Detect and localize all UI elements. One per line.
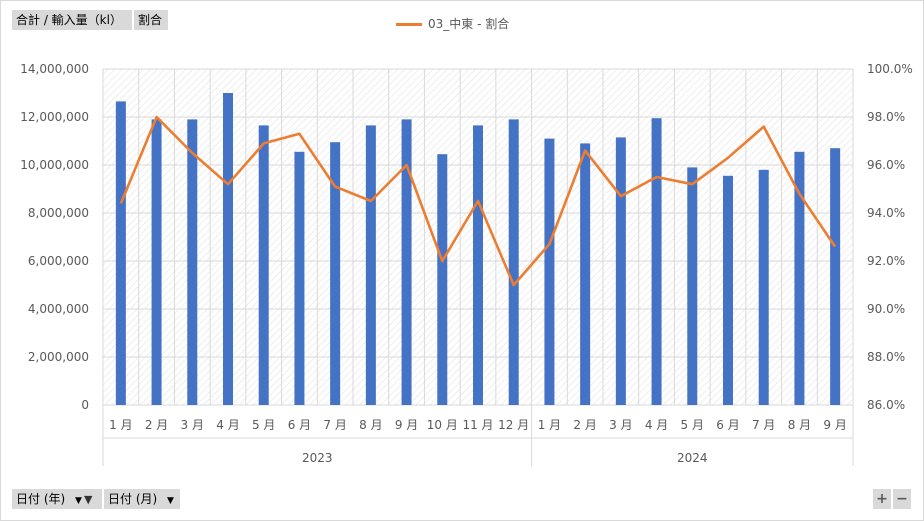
- collapse-field-button[interactable]: −: [893, 489, 911, 509]
- category-tick-label: 9 月: [395, 418, 418, 432]
- bar: [544, 138, 555, 405]
- category-tick-label: 12 月: [498, 418, 529, 432]
- group-label: 2024: [677, 451, 708, 465]
- bar: [615, 137, 626, 405]
- left-axis-tick-label: 12,000,000: [20, 110, 89, 124]
- axis-field-month-button[interactable]: 日付 (月) ▼: [104, 489, 180, 509]
- dropdown-arrow-icon: ▼: [75, 496, 82, 506]
- bar: [330, 142, 341, 405]
- category-tick-label: 4 月: [645, 418, 668, 432]
- chart-legend: 03_中東 - 割合: [396, 16, 509, 32]
- legend-entry: 03_中東 - 割合: [428, 17, 510, 31]
- category-tick-label: 2 月: [573, 418, 596, 432]
- left-axis-tick-label: 0: [81, 398, 89, 412]
- category-tick-label: 3 月: [609, 418, 632, 432]
- bar: [580, 143, 591, 405]
- bar: [794, 151, 805, 405]
- category-tick-label: 8 月: [788, 418, 811, 432]
- bar: [151, 119, 162, 406]
- bar: [401, 119, 412, 406]
- category-tick-label: 2 月: [145, 418, 168, 432]
- filter-icon: ▼: [83, 493, 93, 506]
- bar: [365, 125, 376, 406]
- bar: [115, 101, 126, 406]
- category-tick-label: 7 月: [323, 418, 346, 432]
- right-axis-tick-label: 90.0%: [867, 302, 905, 316]
- dropdown-arrow-icon: ▼: [167, 496, 174, 506]
- left-axis-tick-label: 4,000,000: [28, 302, 89, 316]
- bar: [437, 154, 448, 405]
- right-axis-tick-label: 98.0%: [867, 110, 905, 124]
- bar: [687, 167, 698, 405]
- bar: [758, 169, 769, 405]
- group-label: 2023: [302, 451, 333, 465]
- category-tick-label: 10 月: [427, 418, 458, 432]
- right-axis-tick-label: 100.0%: [867, 62, 913, 76]
- bar: [508, 119, 519, 406]
- values-field-label: 合計 / 輸入量（kl）: [16, 13, 122, 27]
- right-axis-tick-label: 96.0%: [867, 158, 905, 172]
- bar: [723, 175, 733, 405]
- legend-line-swatch: [396, 23, 422, 26]
- category-tick-label: 9 月: [823, 418, 846, 432]
- category-tick-label: 6 月: [288, 418, 311, 432]
- category-tick-label: 5 月: [252, 418, 275, 432]
- left-axis-tick-label: 14,000,000: [20, 62, 89, 76]
- category-tick-label: 1 月: [538, 418, 561, 432]
- bar: [294, 151, 305, 405]
- left-axis-tick-label: 2,000,000: [28, 350, 89, 364]
- right-axis-tick-label: 86.0%: [867, 398, 905, 412]
- bar: [651, 118, 662, 405]
- values-field-button[interactable]: 合計 / 輸入量（kl）: [12, 10, 132, 30]
- axis-field-year-button[interactable]: 日付 (年) ▼ ▼: [12, 489, 102, 509]
- right-axis-tick-label: 88.0%: [867, 350, 905, 364]
- category-tick-label: 6 月: [716, 418, 739, 432]
- expand-field-button[interactable]: +: [873, 489, 891, 509]
- ratio-line: [119, 115, 837, 287]
- category-tick-label: 1 月: [109, 418, 132, 432]
- ratio-field-label: 割合: [138, 13, 163, 27]
- category-tick-label: 7 月: [752, 418, 775, 432]
- right-axis-tick-label: 94.0%: [867, 206, 905, 220]
- category-tick-label: 5 月: [681, 418, 704, 432]
- bar: [830, 148, 841, 405]
- category-tick-label: 4 月: [216, 418, 239, 432]
- axis-field-year-label: 日付 (年): [16, 492, 66, 506]
- left-axis-tick-label: 10,000,000: [20, 158, 89, 172]
- category-tick-label: 3 月: [181, 418, 204, 432]
- axis-field-month-label: 日付 (月): [108, 492, 158, 506]
- left-axis-tick-label: 8,000,000: [28, 206, 89, 220]
- category-tick-label: 8 月: [359, 418, 382, 432]
- ratio-field-button[interactable]: 割合: [134, 10, 168, 30]
- bar: [258, 125, 269, 406]
- bar: [223, 93, 233, 405]
- left-axis-tick-label: 6,000,000: [28, 254, 89, 268]
- bar: [473, 125, 483, 406]
- category-tick-label: 11 月: [462, 418, 493, 432]
- right-axis-tick-label: 92.0%: [867, 254, 905, 268]
- bar: [187, 119, 198, 406]
